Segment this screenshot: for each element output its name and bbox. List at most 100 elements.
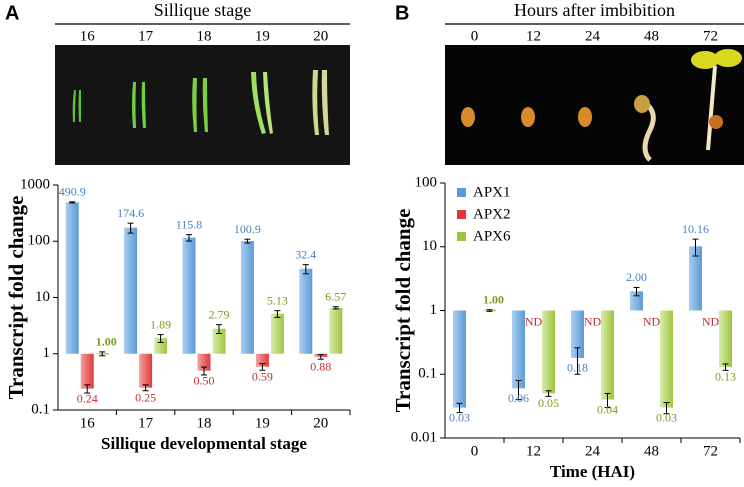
y-tick-label: 1 bbox=[43, 345, 51, 361]
value-label: 0.25 bbox=[135, 390, 156, 404]
photo-label: 18 bbox=[197, 28, 212, 44]
bar bbox=[197, 353, 211, 371]
value-label: ND bbox=[584, 314, 602, 328]
value-label: 115.8 bbox=[176, 217, 203, 231]
x-tick-label: 0 bbox=[471, 443, 479, 459]
bar bbox=[65, 202, 79, 354]
error-bar bbox=[515, 379, 522, 401]
bar bbox=[601, 310, 614, 400]
value-label: 2.00 bbox=[626, 270, 647, 284]
value-label: 490.9 bbox=[59, 185, 86, 199]
value-label: 1.89 bbox=[150, 317, 171, 331]
x-tick-label: 19 bbox=[255, 415, 270, 431]
bar bbox=[154, 338, 168, 354]
bar bbox=[571, 310, 584, 358]
bar bbox=[453, 310, 466, 408]
value-label: 5.13 bbox=[267, 293, 288, 307]
value-label: 10.16 bbox=[682, 222, 709, 236]
y-tick-label: 0.1 bbox=[31, 401, 50, 417]
y-tick-label: 0.01 bbox=[411, 429, 437, 445]
y-tick-label: 1000 bbox=[20, 176, 50, 192]
x-tick-label: 20 bbox=[313, 415, 328, 431]
panel-label: B bbox=[395, 2, 409, 24]
bar bbox=[212, 328, 226, 354]
value-label: ND bbox=[702, 314, 720, 328]
error-bar bbox=[84, 384, 91, 394]
value-label: 0.50 bbox=[194, 373, 215, 387]
bar bbox=[512, 310, 525, 389]
bar bbox=[182, 237, 196, 354]
x-tick-label: 17 bbox=[138, 415, 154, 431]
y-tick-label: 10 bbox=[35, 289, 50, 305]
photo-header: Sillique stage bbox=[154, 0, 252, 20]
photo-label: 0 bbox=[471, 28, 479, 44]
y-tick-label: 100 bbox=[415, 174, 438, 190]
value-label: 0.13 bbox=[715, 370, 736, 384]
value-label: ND bbox=[643, 314, 661, 328]
value-label: 0.03 bbox=[656, 410, 677, 424]
x-tick-label: 18 bbox=[197, 415, 212, 431]
photo-label: 19 bbox=[255, 28, 270, 44]
error-bar bbox=[663, 402, 670, 415]
bar bbox=[124, 227, 138, 354]
bar bbox=[139, 353, 153, 388]
photo-label: 72 bbox=[703, 28, 718, 44]
photo-label: 16 bbox=[80, 28, 96, 44]
bar bbox=[329, 307, 343, 354]
value-label: 0.06 bbox=[508, 391, 529, 405]
bar bbox=[689, 246, 702, 311]
legend-swatch bbox=[457, 210, 466, 219]
value-label: 0.05 bbox=[538, 396, 559, 410]
value-label: 174.6 bbox=[117, 206, 144, 220]
photo-header: Hours after imbibition bbox=[514, 0, 675, 20]
legend-swatch bbox=[457, 188, 466, 197]
legend-swatch bbox=[457, 232, 466, 241]
error-bar bbox=[142, 384, 149, 392]
legend-label: APX1 bbox=[473, 184, 511, 200]
value-label: 6.57 bbox=[325, 289, 346, 303]
photo-seedlings bbox=[445, 45, 744, 165]
value-label: 0.59 bbox=[252, 369, 273, 383]
bar bbox=[660, 310, 673, 408]
x-axis-title: Sillique developmental stage bbox=[101, 434, 307, 453]
y-tick-label: 10 bbox=[422, 238, 437, 254]
error-bar bbox=[574, 347, 581, 375]
error-bar bbox=[99, 351, 106, 357]
charts: A Sillique stage Transcript fold change Sil… bbox=[4, 0, 744, 481]
y-tick-label: 0.1 bbox=[418, 366, 437, 382]
value-label: 1.00 bbox=[96, 335, 117, 349]
error-bar bbox=[244, 238, 251, 244]
value-label: 32.4 bbox=[295, 247, 316, 261]
error-bar bbox=[201, 366, 207, 376]
value-label: 0.04 bbox=[597, 402, 618, 416]
error-bar bbox=[127, 222, 134, 234]
panel-label: A bbox=[5, 2, 19, 24]
value-label: ND bbox=[525, 314, 543, 328]
photo-label: 17 bbox=[138, 28, 154, 44]
error-bar bbox=[604, 392, 611, 409]
value-label: 0.88 bbox=[310, 360, 331, 374]
x-tick-label: 48 bbox=[644, 443, 659, 459]
bar bbox=[255, 353, 269, 367]
bar bbox=[299, 268, 313, 354]
x-tick-label: 12 bbox=[526, 443, 541, 459]
value-label: 0.18 bbox=[567, 361, 588, 375]
photo-label: 24 bbox=[585, 28, 601, 44]
value-label: 2.79 bbox=[209, 307, 230, 321]
error-bar bbox=[157, 334, 164, 343]
legend-label: APX6 bbox=[473, 228, 511, 244]
x-axis-title: Time (HAI) bbox=[550, 462, 635, 481]
error-bar bbox=[186, 234, 192, 242]
value-label: 1.00 bbox=[483, 292, 504, 306]
y-tick-label: 100 bbox=[28, 233, 51, 249]
error-bar bbox=[486, 309, 493, 312]
bar bbox=[719, 310, 732, 367]
y-axis-title: Transcript fold change bbox=[4, 196, 28, 400]
x-tick-label: 16 bbox=[80, 415, 96, 431]
error-bar bbox=[317, 354, 324, 360]
error-bar bbox=[216, 324, 222, 335]
photo-label: 20 bbox=[313, 28, 328, 44]
photo-label: 12 bbox=[526, 28, 541, 44]
photo-label: 48 bbox=[644, 28, 659, 44]
